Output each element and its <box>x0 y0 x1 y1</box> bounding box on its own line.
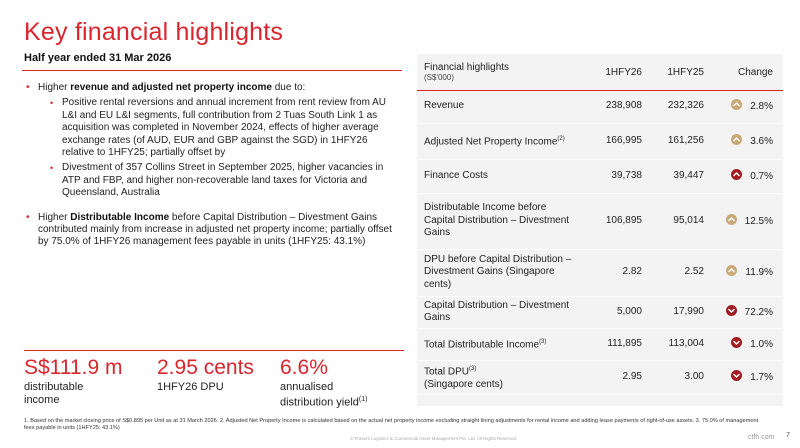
row-label: DPU before Capital Distribution – Divest… <box>417 249 587 297</box>
kpi-row: S$111.9 m distributable income 2.95 cents… <box>24 350 404 412</box>
table-row: Total DPU(3) (Singapore cents) 2.95 3.00 1.7… <box>417 360 783 395</box>
kpi-value: S$111.9 m <box>24 356 123 379</box>
sub-bullet-list: Positive rental reversions and annual in… <box>38 97 402 199</box>
kpi-divider <box>24 350 404 351</box>
kpi-label: distributable income <box>24 381 84 406</box>
header-1hfy26: 1HFY26 <box>605 66 642 78</box>
table-row: Adjusted Net Property Income(2) 166,995 16… <box>417 123 783 160</box>
row-label: Total DPU(3) (Singapore cents) <box>417 360 587 395</box>
value-change: 72.2% <box>711 296 783 329</box>
kpi-label: 1HFY26 DPU <box>157 381 224 393</box>
arrow-up-icon <box>731 168 743 180</box>
value-1hfy25: 95,014 <box>649 193 711 250</box>
page-subtitle: Half year ended 31 Mar 2026 <box>24 52 172 64</box>
value-change: 11.9% <box>711 249 783 297</box>
header-1hfy25: 1HFY25 <box>667 66 704 78</box>
row-label: Finance Costs <box>417 159 587 194</box>
value-change: 3.6% <box>711 123 783 160</box>
arrow-up-icon <box>731 133 743 145</box>
arrow-up-icon <box>725 213 737 225</box>
financial-highlights-table-panel: Financial highlights (S$'000) 1HFY26 1HF… <box>417 54 783 406</box>
value-1hfy25: 113,004 <box>649 328 711 361</box>
kpi-value: 6.6% <box>280 356 328 379</box>
value-1hfy26: 111,895 <box>587 328 649 361</box>
table-row: Finance Costs 39,738 39,447 0.7% <box>417 159 783 194</box>
value-change: 1.7% <box>711 360 783 395</box>
row-label: Total Distributable Income(3) <box>417 328 587 361</box>
kpi-dpu: 2.95 cents 1HFY26 DPU <box>157 356 254 394</box>
value-1hfy25: 17,990 <box>649 296 711 329</box>
value-1hfy26: 39,738 <box>587 159 649 194</box>
value-1hfy26: 238,908 <box>587 90 649 124</box>
value-1hfy25: 39,447 <box>649 159 711 194</box>
value-1hfy25: 232,326 <box>649 90 711 124</box>
value-1hfy26: 5,000 <box>587 296 649 329</box>
arrow-down-icon <box>725 304 737 316</box>
table-row: Distributable Income before Capital Dist… <box>417 193 783 250</box>
row-label: Capital Distribution – Divestment Gains <box>417 296 587 329</box>
kpi-distributable-income: S$111.9 m distributable income <box>24 356 122 406</box>
value-1hfy26: 166,995 <box>587 123 649 160</box>
sub-bullet-positive: Positive rental reversions and annual in… <box>38 97 402 159</box>
kpi-label: annualised distribution yield(1) <box>280 381 368 409</box>
arrow-down-icon <box>731 369 743 381</box>
value-1hfy25: 3.00 <box>649 360 711 395</box>
row-label: Adjusted Net Property Income(2) <box>417 123 587 160</box>
value-1hfy25: 2.52 <box>649 249 711 297</box>
table-row: Capital Distribution – Divestment Gains 5… <box>417 296 783 329</box>
watermark: ctfh.com <box>748 434 775 441</box>
row-label: Distributable Income before Capital Dist… <box>417 193 587 250</box>
table-row: Revenue 238,908 232,326 2.8% <box>417 90 783 124</box>
table-row: DPU before Capital Distribution – Divest… <box>417 249 783 297</box>
value-1hfy26: 106,895 <box>587 193 649 250</box>
arrow-down-icon <box>731 336 743 348</box>
bullet-distributable-income: Higher Distributable Income before Capit… <box>26 212 402 249</box>
value-change: 2.8% <box>711 90 783 124</box>
kpi-distribution-yield: 6.6% annualised distribution yield(1) <box>280 356 367 409</box>
financial-highlights-table: Financial highlights (S$'000) 1HFY26 1HF… <box>417 54 783 395</box>
kpi-value: 2.95 cents <box>157 356 254 379</box>
divider <box>22 70 402 71</box>
table-header-row: Financial highlights (S$'000) 1HFY26 1HF… <box>417 54 783 90</box>
page-number: 7 <box>786 432 790 439</box>
value-1hfy25: 161,256 <box>649 123 711 160</box>
value-1hfy26: 2.95 <box>587 360 649 395</box>
table-header-divider <box>417 90 783 91</box>
row-label: Revenue <box>417 90 587 124</box>
page-title: Key financial highlights <box>24 18 284 46</box>
arrow-up-icon <box>731 99 743 110</box>
value-change: 0.7% <box>711 159 783 194</box>
header-label: Financial highlights (S$'000) <box>424 62 510 82</box>
arrow-up-icon <box>726 265 738 277</box>
value-change: 12.5% <box>711 193 783 250</box>
value-1hfy26: 2.82 <box>587 249 649 297</box>
table-row: Total Distributable Income(3) 111,895 113,… <box>417 328 783 361</box>
value-change: 1.0% <box>711 328 783 361</box>
highlights-bullets: Higher revenue and adjusted net property… <box>26 82 402 252</box>
sub-bullet-divestment: Divestment of 357 Collins Street in Sept… <box>38 162 402 199</box>
footnote: 1. Based on the market closing price of … <box>24 418 759 431</box>
header-change: Change <box>737 66 773 78</box>
bullet-revenue: Higher revenue and adjusted net property… <box>26 82 402 200</box>
copyright: © Frasers Logistics & Commercial Asset M… <box>350 436 517 441</box>
